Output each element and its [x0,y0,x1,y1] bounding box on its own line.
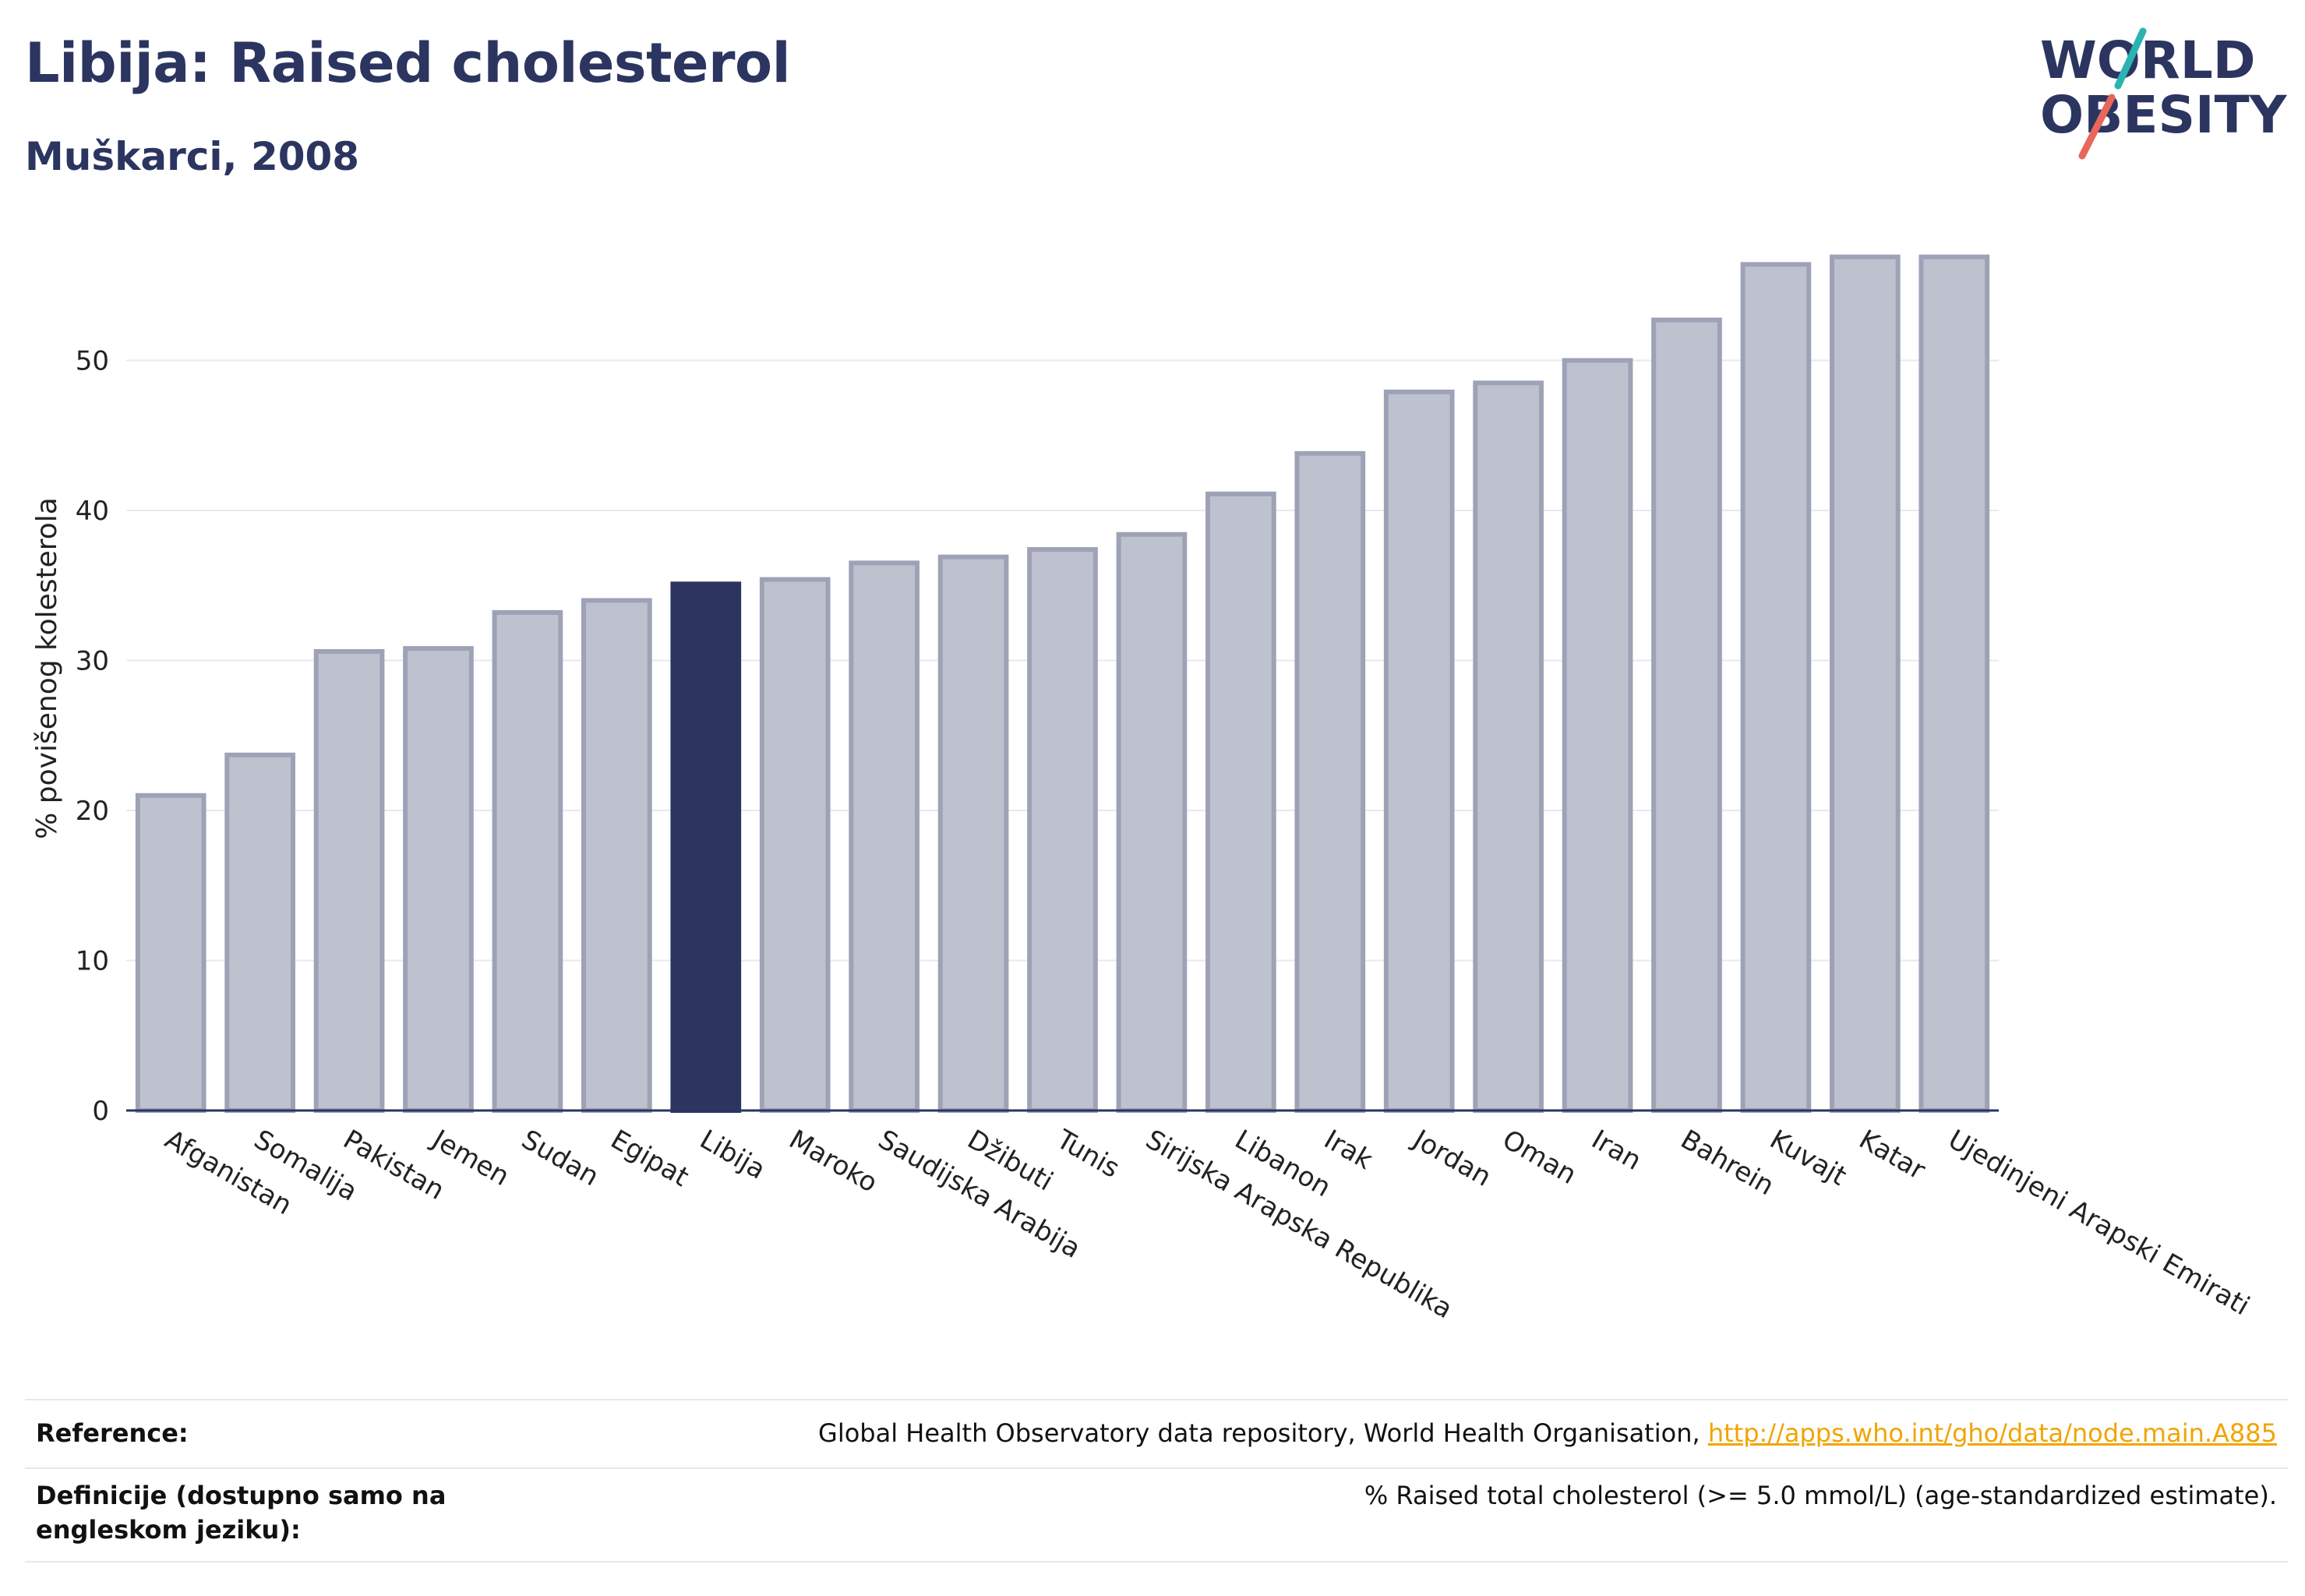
x-tick-label: Katar [1854,1124,1931,1186]
bar [759,577,831,1113]
bar [1830,254,1901,1113]
bar [581,598,652,1113]
bar-highlight [670,581,742,1113]
x-tick-label: Ujedinjeni Arapski Emirati [1943,1124,2254,1322]
y-axis-label: % povišenog kolesterola [31,497,63,839]
bar [492,609,563,1113]
bar [1473,380,1544,1113]
bar [313,648,385,1113]
bar [135,793,206,1113]
bar [1740,262,1812,1113]
world-obesity-logo: WORLD OBESITY [2040,27,2288,160]
bar [224,752,295,1114]
bar [849,560,920,1113]
bar-chart: 0 10 20 30 40 50 AfganistanSomalijaPakistanJe… [31,254,2255,1325]
x-tick-label: Libija [694,1124,771,1185]
x-tick-label: Bahrein [1675,1124,1779,1202]
definition-text: % Raised total cholesterol (>= 5.0 mmol/… [1364,1481,2277,1510]
bar [403,646,474,1113]
y-tick-labels: 0 10 20 30 40 50 [76,346,109,1128]
x-tick-label: Jordan [1407,1123,1496,1193]
logo-word-world: WORLD [2040,30,2256,90]
y-tick-label: 50 [76,346,109,377]
y-tick-label: 10 [76,946,109,977]
logo-word-obesity: OBESITY [2040,85,2288,145]
chart-subtitle: Muškarci, 2008 [25,134,360,179]
bar [1562,358,1633,1113]
bar [1918,254,1990,1113]
logo-slash-coral [2078,94,2116,160]
x-tick-label: Maroko [784,1124,883,1199]
y-tick-label: 0 [92,1096,109,1127]
x-tick-label: Oman [1497,1124,1582,1191]
bar [937,554,1009,1113]
reference-text: Global Health Observatory data repositor… [818,1418,1708,1448]
y-tick-label: 40 [76,496,109,527]
chart-title: Libija: Raised cholesterol [25,31,791,95]
logo-slash-teal [2114,27,2147,90]
x-tick-label: Tunis [1050,1124,1124,1185]
bar [1294,450,1366,1113]
reference-value: Global Health Observatory data repositor… [818,1416,2277,1450]
x-tick-label: Sirijska Arapska Republika [1140,1124,1457,1325]
y-tick-label: 20 [76,796,109,827]
y-tick-label: 30 [76,646,109,677]
bars [135,254,1990,1114]
x-tick-label: Egipat [605,1124,694,1193]
bar [1027,547,1098,1113]
bar [1651,317,1722,1113]
x-tick-label: Kuvajt [1764,1124,1851,1192]
x-tick-label: Sudan [516,1124,604,1192]
reference-label: Reference: [36,1418,189,1448]
x-tick-label: Iran [1587,1124,1647,1177]
definition-row: Definicije (dostupno samo na engleskom j… [25,1467,2288,1562]
bar [1116,531,1188,1113]
definition-label: Definicije (dostupno samo na engleskom j… [36,1481,447,1545]
reference-row: Reference: Global Health Observatory dat… [25,1399,2288,1469]
x-tick-label: Irak [1318,1124,1378,1176]
bar [1205,491,1276,1113]
reference-link[interactable]: http://apps.who.int/gho/data/node.main.A… [1707,1418,2277,1448]
bar [1383,389,1455,1113]
